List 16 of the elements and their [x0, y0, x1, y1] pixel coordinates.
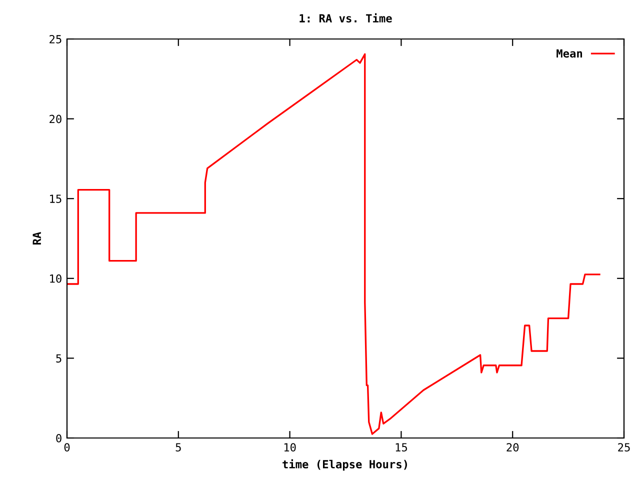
- x-tick-label: 15: [396, 443, 407, 452]
- x-tick-label: 0: [64, 443, 70, 452]
- y-tick-label: 10: [50, 274, 62, 283]
- x-tick-label: 5: [176, 443, 181, 452]
- y-tick-label: 15: [50, 194, 62, 204]
- y-tick-label: 25: [50, 35, 62, 44]
- x-tick-label: 25: [618, 443, 630, 452]
- x-axis-title: time (Elapse Hours): [282, 459, 407, 471]
- y-tick-label: 20: [50, 114, 62, 124]
- y-tick-label: 5: [56, 354, 62, 363]
- y-axis-title: RA: [32, 232, 41, 244]
- legend-label: Mean: [556, 49, 582, 58]
- y-tick-label: 0: [56, 434, 62, 442]
- x-tick-label: 10: [284, 443, 296, 452]
- x-tick-label: 20: [506, 443, 519, 452]
- chart-title: 1: RA vs. Time: [300, 13, 392, 22]
